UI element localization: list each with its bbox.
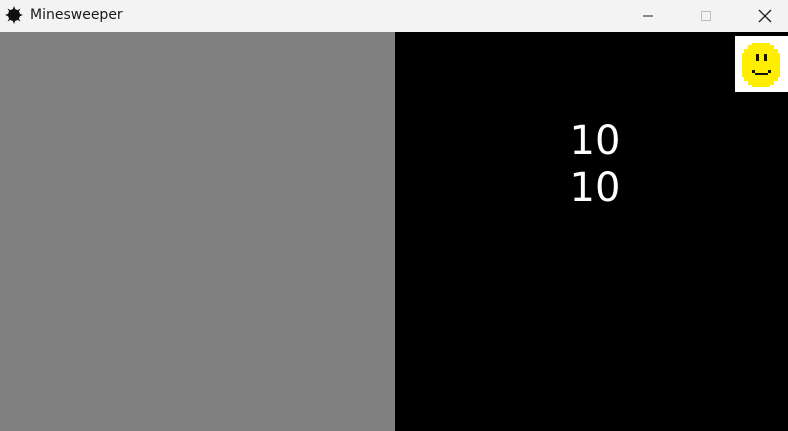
maximize-button[interactable] xyxy=(683,0,729,32)
window-title: Minesweeper xyxy=(30,7,123,23)
minimize-button[interactable] xyxy=(625,0,671,32)
mine-counter: 10 xyxy=(569,118,621,164)
smiley-face-icon xyxy=(742,43,780,87)
reset-button[interactable] xyxy=(735,36,788,92)
flag-counter: 10 xyxy=(569,165,621,211)
close-button[interactable] xyxy=(742,0,788,32)
minimize-icon xyxy=(643,15,653,17)
minefield-board[interactable] xyxy=(0,32,395,431)
maximize-icon xyxy=(701,11,711,21)
info-panel: 10 10 xyxy=(395,32,788,431)
title-bar: Minesweeper xyxy=(0,0,788,32)
close-icon xyxy=(758,9,772,23)
mine-icon xyxy=(5,6,23,24)
